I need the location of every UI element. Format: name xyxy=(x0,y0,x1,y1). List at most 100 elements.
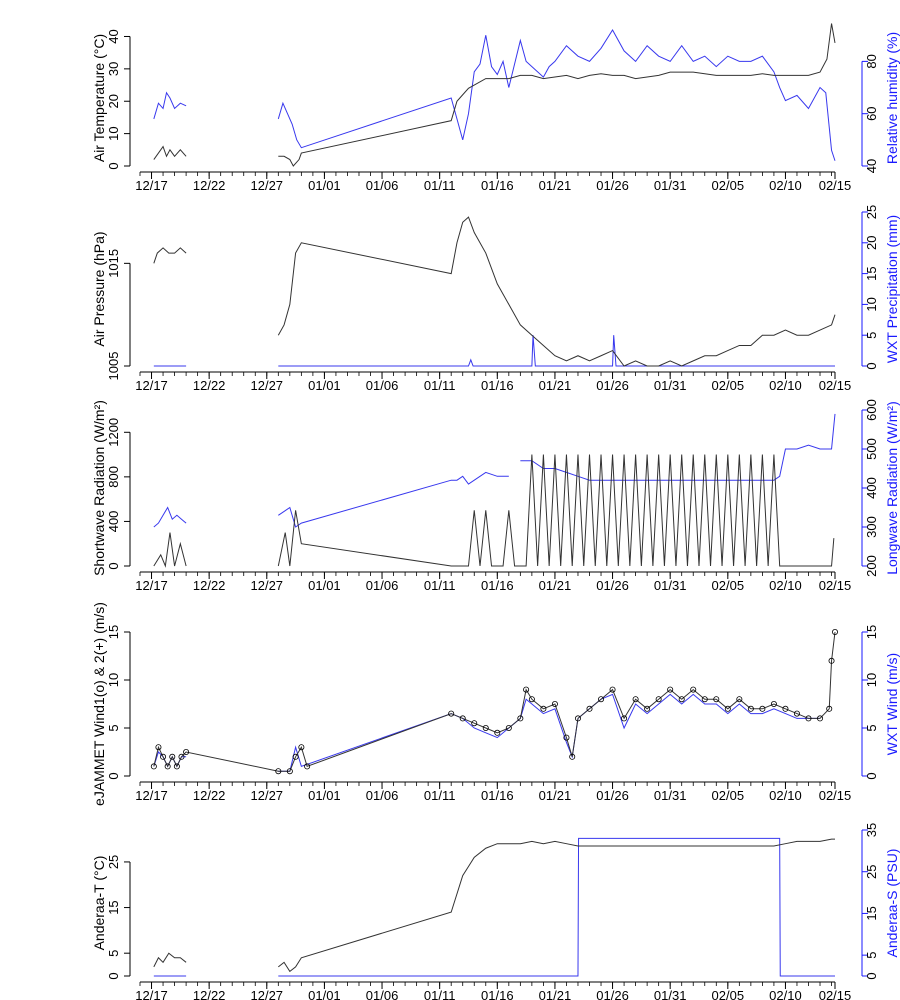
series-line-left xyxy=(153,952,187,968)
left-tick-label: 1200 xyxy=(106,418,121,447)
x-tick-label: 02/05 xyxy=(712,788,745,803)
data-point xyxy=(805,715,812,722)
x-tick-label: 02/05 xyxy=(712,178,745,193)
x-tick-label: 12/22 xyxy=(193,178,226,193)
data-point xyxy=(160,753,167,760)
panel-temp-rh: 12/17 12/22 12/27 01/01 01/06 01/11 01/16 01/21… xyxy=(91,23,900,193)
data-point xyxy=(832,629,839,636)
series-line-left xyxy=(277,454,835,567)
left-axis-label: eJAMMET Wind1(o) & 2(+) (m/s) xyxy=(91,602,107,806)
data-point xyxy=(459,715,466,722)
x-tick-label: 02/10 xyxy=(769,178,802,193)
data-point xyxy=(292,753,299,760)
left-tick-label: 10 xyxy=(106,126,121,140)
x-tick-label: 01/06 xyxy=(366,988,399,1000)
data-point xyxy=(826,705,833,712)
x-tick-label: 01/26 xyxy=(596,578,629,593)
data-point xyxy=(523,686,530,693)
left-tick-label: 1015 xyxy=(106,249,121,278)
x-tick-label: 01/01 xyxy=(308,578,341,593)
right-tick-label: 20 xyxy=(864,236,879,250)
data-point xyxy=(150,763,157,770)
x-tick-label: 12/17 xyxy=(135,988,168,1000)
x-tick-label: 12/27 xyxy=(251,178,284,193)
x-tick-label: 01/21 xyxy=(539,578,572,593)
x-tick-label: 01/31 xyxy=(654,178,687,193)
data-point xyxy=(701,696,708,703)
data-point xyxy=(178,753,185,760)
x-tick-label: 12/17 xyxy=(135,578,168,593)
right-tick-label: 500 xyxy=(864,438,879,460)
x-tick-label: 01/11 xyxy=(424,578,456,593)
series-line-right xyxy=(277,29,836,161)
right-tick-label: 600 xyxy=(864,399,879,421)
x-tick-label: 01/01 xyxy=(308,988,341,1000)
right-tick-label: 0 xyxy=(864,772,879,779)
x-tick-label: 01/21 xyxy=(539,988,572,1000)
x-tick-label: 12/27 xyxy=(251,988,284,1000)
data-point xyxy=(298,744,305,751)
data-point xyxy=(482,725,489,732)
data-point xyxy=(286,768,293,775)
x-tick-label: 01/16 xyxy=(481,788,514,803)
data-point xyxy=(173,763,180,770)
data-point xyxy=(563,734,570,741)
data-point xyxy=(448,710,455,717)
series-line-right xyxy=(153,91,187,120)
data-point xyxy=(574,715,581,722)
data-point xyxy=(528,696,535,703)
data-point xyxy=(275,768,282,775)
series-line-right xyxy=(278,335,835,367)
x-tick-label: 01/11 xyxy=(424,178,456,193)
right-tick-label: 15 xyxy=(864,266,879,280)
data-point xyxy=(793,710,800,717)
series-line-left xyxy=(153,532,187,568)
x-tick-label: 01/06 xyxy=(366,578,399,593)
x-tick-label: 12/22 xyxy=(193,578,226,593)
right-axis-label: Relative humidity (%) xyxy=(884,32,900,164)
x-tick-label: 12/22 xyxy=(193,788,226,803)
right-axis-label: Longwave Radiation (W/m²) xyxy=(884,401,900,575)
left-tick-label: 5 xyxy=(106,950,121,957)
right-tick-label: 5 xyxy=(864,952,879,959)
series-line-left xyxy=(153,631,836,772)
x-tick-label: 01/06 xyxy=(366,178,399,193)
data-point xyxy=(632,696,639,703)
data-point xyxy=(655,696,662,703)
data-point xyxy=(494,729,501,736)
panel-wind: 12/17 12/22 12/27 01/01 01/06 01/11 01/16 01/21… xyxy=(91,602,900,806)
x-tick-label: 01/21 xyxy=(539,378,572,393)
x-tick-label: 02/15 xyxy=(819,788,852,803)
x-tick-label: 01/31 xyxy=(654,378,687,393)
data-point xyxy=(782,705,789,712)
series-line-left xyxy=(277,838,835,973)
x-tick-label: 01/16 xyxy=(481,578,514,593)
series-line-right xyxy=(278,471,509,528)
data-point xyxy=(169,753,176,760)
right-tick-label: 300 xyxy=(864,516,879,538)
data-point xyxy=(759,705,766,712)
left-tick-label: 0 xyxy=(106,562,121,569)
right-axis-label: WXT Wind (m/s) xyxy=(884,653,900,755)
x-tick-label: 12/22 xyxy=(193,378,226,393)
left-axis-label: Shortwave Radiation (W/m²) xyxy=(91,400,107,576)
left-tick-label: 0 xyxy=(106,772,121,779)
data-point xyxy=(598,696,605,703)
right-tick-label: 25 xyxy=(864,864,879,878)
left-tick-label: 800 xyxy=(106,466,121,488)
data-point xyxy=(621,715,628,722)
left-axis-label: Air Pressure (hPa) xyxy=(91,231,107,346)
x-tick-label: 01/31 xyxy=(654,788,687,803)
left-tick-label: 0 xyxy=(106,972,121,979)
right-tick-label: 200 xyxy=(864,555,879,577)
data-point xyxy=(551,701,558,708)
x-tick-label: 01/11 xyxy=(424,988,456,1000)
data-point xyxy=(609,686,616,693)
right-tick-label: 40 xyxy=(864,159,879,173)
left-tick-label: 5 xyxy=(106,724,121,731)
x-tick-label: 12/17 xyxy=(135,178,168,193)
left-axis-label: Anderaa-T (°C) xyxy=(91,856,107,951)
data-point xyxy=(690,686,697,693)
right-tick-label: 10 xyxy=(864,673,879,687)
x-tick-label: 01/26 xyxy=(596,378,629,393)
